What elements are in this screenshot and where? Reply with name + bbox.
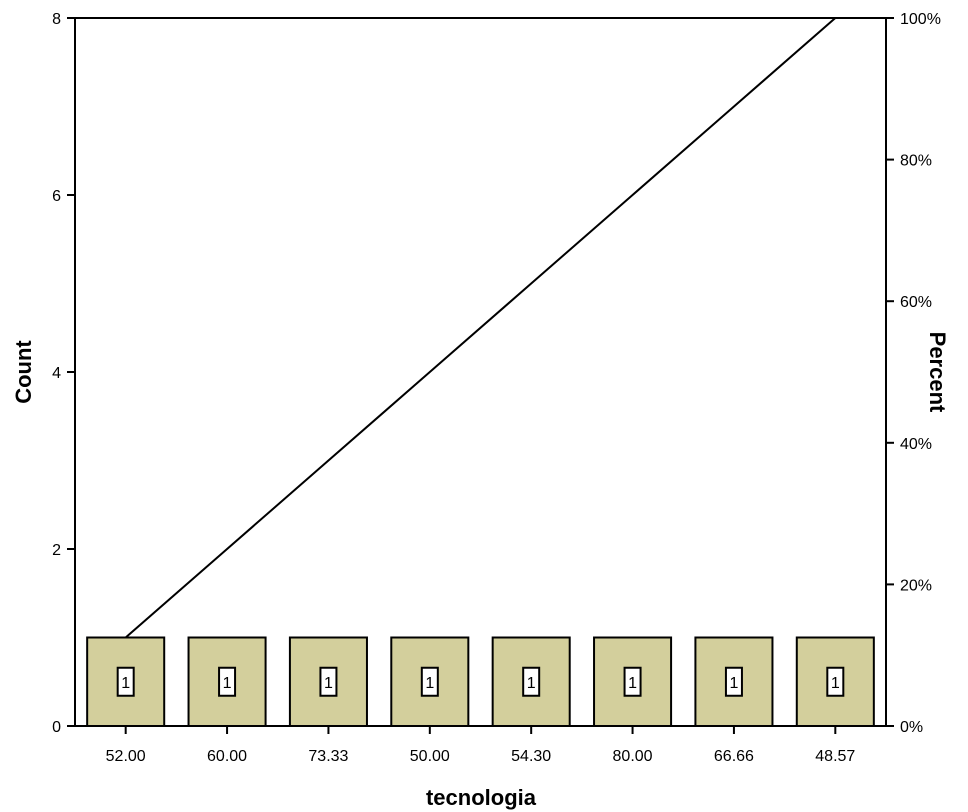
y-axis-right-ticks: 0% 20% 40% 60% 80% 100% xyxy=(886,11,941,736)
data-label: 1 xyxy=(527,675,536,692)
y-tick-label: 6 xyxy=(52,188,61,205)
plot-area: 1 1 1 1 1 1 1 1 xyxy=(74,17,887,727)
x-tick-label: 50.00 xyxy=(410,748,450,765)
data-label-box xyxy=(522,666,541,697)
y2-tick-label: 40% xyxy=(900,436,932,453)
y2-tick-label: 80% xyxy=(900,153,932,170)
x-tick-label: 54.30 xyxy=(511,748,551,765)
y-tick-label: 2 xyxy=(52,542,61,559)
y-axis-left-ticks: 0 2 4 6 8 xyxy=(52,11,75,736)
data-label: 1 xyxy=(729,675,738,692)
data-label: 1 xyxy=(121,675,130,692)
data-label: 1 xyxy=(628,675,637,692)
data-label-box xyxy=(218,666,237,697)
x-tick-label: 48.57 xyxy=(815,748,855,765)
y2-tick-label: 0% xyxy=(900,719,923,736)
data-label: 1 xyxy=(324,675,333,692)
x-axis-title: tecnologia xyxy=(426,785,537,810)
data-label: 1 xyxy=(425,675,434,692)
data-label-box xyxy=(420,666,439,697)
x-tick-label: 73.33 xyxy=(308,748,348,765)
cumulative-percent-line xyxy=(125,17,836,639)
x-tick-label: 66.66 xyxy=(714,748,754,765)
y-tick-label: 0 xyxy=(52,719,61,736)
data-label: 1 xyxy=(223,675,232,692)
y2-axis-title: Percent xyxy=(925,332,950,413)
data-label-box xyxy=(319,666,338,697)
y2-tick-label: 100% xyxy=(900,11,941,28)
x-tick-label: 60.00 xyxy=(207,748,247,765)
y2-tick-label: 20% xyxy=(900,577,932,594)
x-tick-label: 52.00 xyxy=(106,748,146,765)
data-label-box xyxy=(724,666,743,697)
y-tick-label: 4 xyxy=(52,365,61,382)
data-label-box xyxy=(116,666,135,697)
y-tick-label: 8 xyxy=(52,11,61,28)
y2-tick-label: 60% xyxy=(900,294,932,311)
data-label-box xyxy=(623,666,642,697)
x-tick-label: 80.00 xyxy=(613,748,653,765)
data-label: 1 xyxy=(831,675,840,692)
x-axis-ticks: 52.00 60.00 73.33 50.00 54.30 80.00 66.66 48.57 xyxy=(106,726,855,765)
y-axis-title: Count xyxy=(11,340,36,404)
data-label-box xyxy=(826,666,845,697)
